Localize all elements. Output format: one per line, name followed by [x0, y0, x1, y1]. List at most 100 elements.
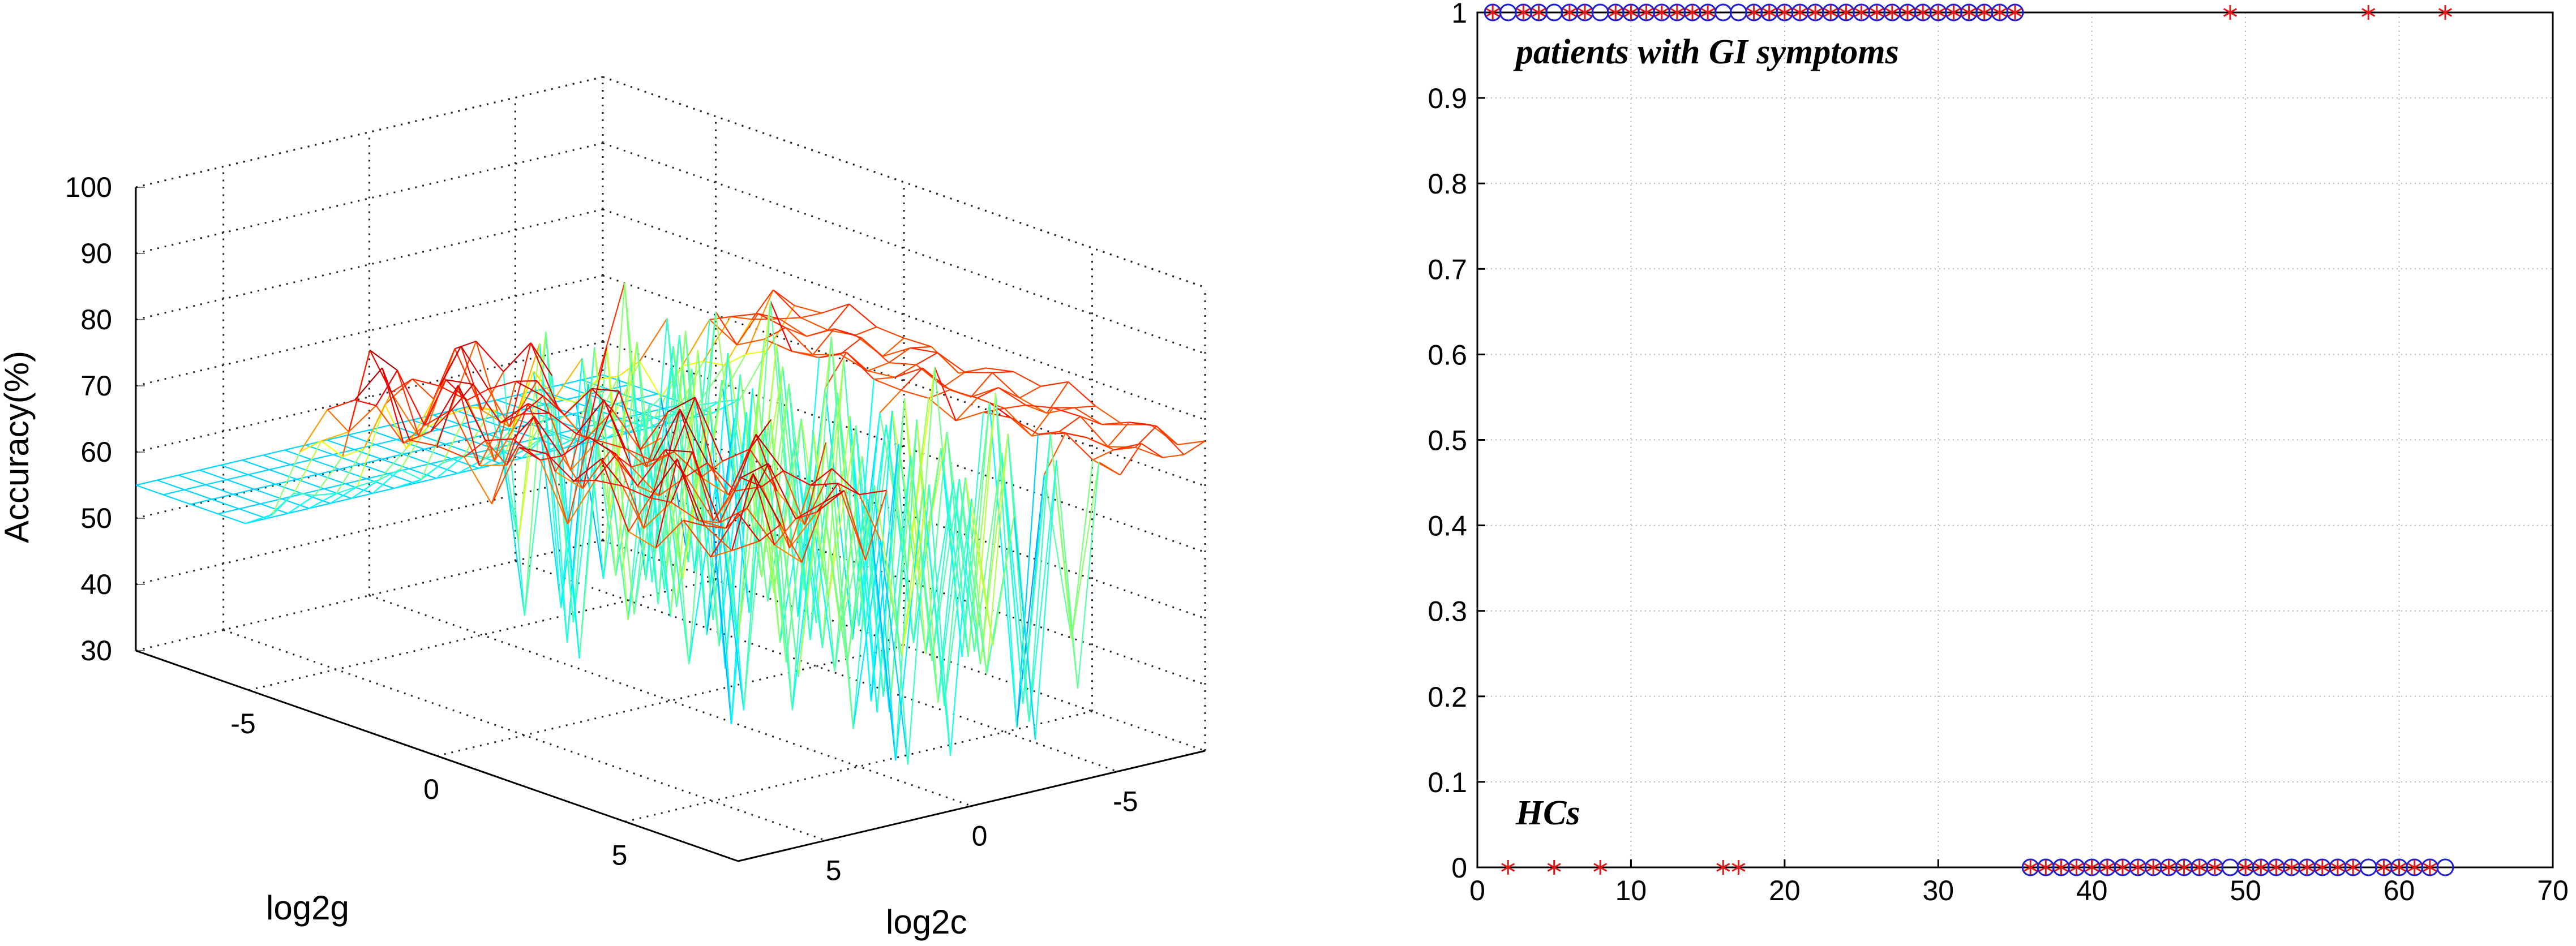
x-tick-label: -5 — [230, 708, 255, 739]
surface-mesh-line — [351, 492, 373, 499]
surface-mesh-line — [758, 524, 781, 542]
surface-mesh-line — [859, 489, 887, 496]
predicted-class-marker — [1854, 5, 1868, 20]
surface-mesh-line — [601, 458, 623, 487]
z-tick-label: 80 — [80, 304, 112, 336]
predicted-class-marker — [2008, 5, 2022, 20]
surface-mesh-line — [412, 378, 440, 387]
surface-mesh-line — [738, 513, 760, 541]
x-tick-label: 10 — [1615, 875, 1647, 906]
surface-mesh-line — [721, 380, 750, 613]
surface-mesh-line — [409, 463, 431, 470]
y-tick-label: 0 — [972, 820, 988, 852]
predicted-class-marker — [1486, 5, 1500, 20]
surface-mesh-line — [266, 513, 288, 519]
surface-mesh-line — [852, 485, 875, 729]
predicted-class-marker — [1609, 5, 1623, 20]
surface-mesh-line — [602, 282, 625, 579]
surface-mesh-line — [636, 398, 664, 410]
y-axis-label: log2g — [266, 889, 349, 927]
surface-mesh-line — [509, 380, 538, 427]
predicted-class-marker — [2300, 860, 2314, 875]
surface-mesh-line — [445, 443, 473, 454]
surface-mesh-line — [980, 453, 1002, 664]
surface-mesh-line — [825, 442, 854, 729]
predicted-class-marker — [2315, 860, 2329, 875]
surface-mesh-line — [706, 462, 730, 496]
surface-mesh-line — [770, 300, 792, 352]
surface-mesh-line — [594, 454, 617, 481]
surface-mesh-line — [448, 406, 470, 415]
surface-mesh-line — [402, 448, 425, 455]
surface-mesh-line — [873, 376, 895, 380]
surface-mesh-line — [610, 450, 632, 468]
surface-mesh-line — [645, 318, 668, 580]
surface-mesh-line — [473, 384, 502, 423]
predicted-class-marker — [1516, 5, 1531, 20]
predicted-class-marker — [1547, 860, 1561, 875]
surface-back-edge — [135, 76, 603, 188]
surface-mesh-line — [730, 388, 753, 725]
surface-mesh-line — [506, 416, 535, 466]
surface-back-edge — [602, 76, 1206, 289]
surface-mesh-line — [382, 367, 404, 444]
surface-mesh-line — [436, 385, 459, 446]
surface-mesh-line — [528, 403, 550, 414]
predicted-class-marker — [2254, 860, 2268, 875]
surface-mesh-line — [601, 458, 629, 532]
x-tick-label: 50 — [2230, 875, 2261, 906]
surface-mesh-line — [821, 359, 845, 648]
surface-mesh-line — [783, 470, 811, 486]
surface-mesh-line — [269, 469, 297, 480]
surface-mesh-line — [655, 458, 678, 549]
surface-mesh-line — [1040, 381, 1069, 387]
predicted-class-marker — [2162, 860, 2176, 875]
surface-mesh-line — [521, 432, 550, 459]
surface-mesh-line — [211, 498, 239, 510]
surface-mesh-line — [774, 544, 803, 563]
predicted-class-marker — [2239, 860, 2253, 875]
surface-mesh-line — [804, 468, 833, 525]
y-tick-label: 0.1 — [1428, 767, 1467, 798]
surface-mesh-line — [761, 486, 790, 549]
surface-gridline-x — [248, 579, 716, 691]
surface-mesh-line — [409, 468, 437, 479]
surface-mesh-line — [318, 474, 346, 485]
surface-mesh-line — [178, 469, 200, 476]
surface-mesh-line — [248, 474, 276, 485]
surface-mesh-line — [536, 380, 565, 415]
surface-mesh-line — [348, 434, 376, 445]
predicted-class-marker — [2100, 860, 2114, 875]
surface-mesh-line — [785, 327, 813, 355]
surface-mesh-line — [697, 350, 720, 647]
surface-mesh-line — [1001, 453, 1030, 723]
scatter-tick-labels: 0 10 20 30 40 50 60 70 0 0.1 0.2 0.3 0.4 0.5 0.6 0.7 0.8… — [1428, 0, 2568, 906]
surface-mesh-line — [834, 425, 857, 672]
surface-mesh-line — [372, 468, 401, 494]
surface-mesh-line — [555, 471, 584, 489]
surface-mesh-line — [509, 342, 532, 427]
z-tick-label: 60 — [80, 436, 112, 468]
surface-mesh-line — [776, 491, 799, 677]
surface-mesh-line — [992, 371, 1014, 373]
predicted-class-marker — [1562, 5, 1576, 20]
surface-mesh-line — [692, 452, 721, 523]
surface-mesh-line — [445, 438, 467, 445]
actual-class-markers — [1484, 3, 2454, 876]
surface-mesh-line — [338, 468, 367, 480]
surface-mesh-line — [937, 352, 966, 373]
predicted-class-marker — [1747, 5, 1761, 20]
surface-mesh-line — [1108, 446, 1135, 448]
z-tick-label: 100 — [65, 171, 112, 203]
predicted-class-marker — [1762, 5, 1776, 20]
surface-mesh-line — [393, 479, 422, 489]
surface-mesh-line — [801, 502, 824, 563]
surface-mesh-line — [287, 494, 316, 514]
surface-mesh-line — [226, 474, 248, 480]
predicted-class-marker — [1916, 5, 1930, 20]
surface-mesh-line — [496, 410, 520, 541]
surface-mesh-line — [485, 438, 513, 441]
surface-mesh-line — [321, 440, 343, 457]
surface-mesh-line — [590, 376, 619, 435]
surface-mesh-line — [560, 358, 583, 608]
